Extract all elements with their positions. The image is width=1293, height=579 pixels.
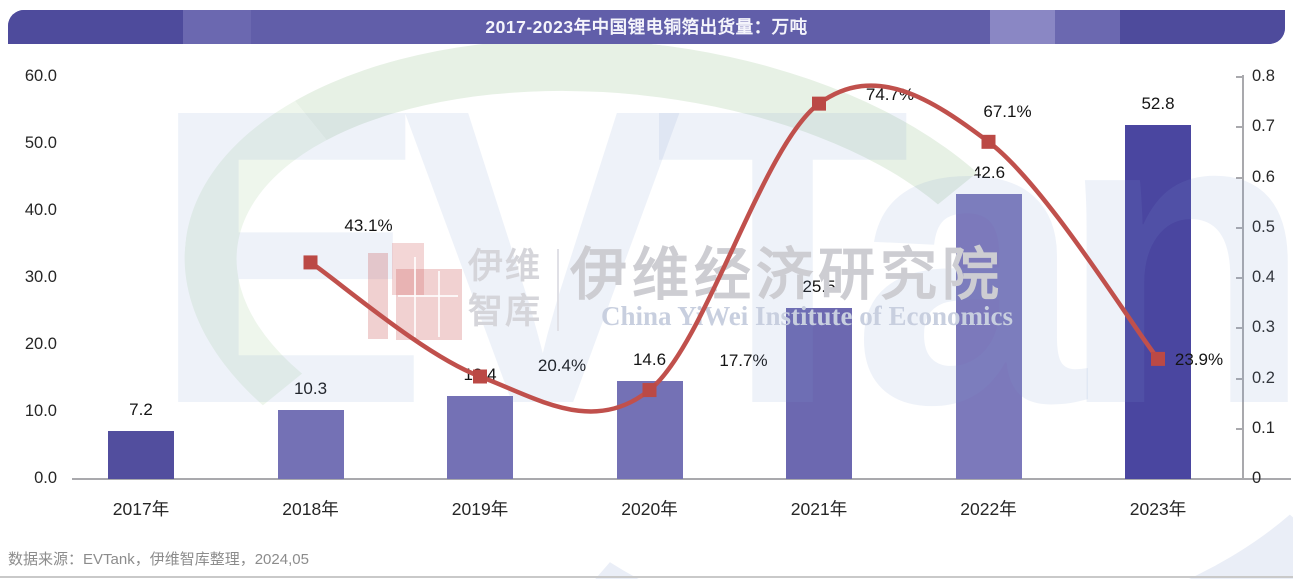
left-axis-tick-label: 50.0 <box>24 134 57 152</box>
bar-value-label: 52.8 <box>1141 94 1175 114</box>
right-axis-line <box>1242 75 1244 480</box>
right-axis-tick-mark <box>1236 327 1243 330</box>
right-axis-tick-label: 0.2 <box>1252 368 1275 387</box>
source-note: 数据来源：EVTank，伊维智库整理，2024,05 <box>8 551 309 568</box>
line-marker <box>981 134 996 149</box>
bar-value-label: 25.5 <box>802 277 836 297</box>
line-marker <box>1151 351 1165 366</box>
title-banner-segment <box>8 10 183 44</box>
x-axis-label: 2023年 <box>1129 499 1187 519</box>
line-marker <box>303 255 318 270</box>
bar-value-label: 7.2 <box>129 399 153 419</box>
bar-2018年 <box>277 409 344 479</box>
right-axis-tick-label: 0.1 <box>1252 418 1275 437</box>
left-axis-tick-label: 0.0 <box>34 469 57 487</box>
right-axis-tick-mark <box>1236 478 1243 480</box>
bar-2021年 <box>786 308 852 479</box>
left-axis-tick-label: 40.0 <box>24 201 57 219</box>
x-axis-label: 2020年 <box>621 499 678 519</box>
bar-value-label: 10.3 <box>293 378 328 398</box>
title-banner: 2017-2023年中国锂电铜箔出货量：万吨 <box>8 10 1285 44</box>
bar-2020年 <box>616 381 683 479</box>
right-axis-tick-label: 0.6 <box>1252 167 1275 186</box>
x-axis-line <box>72 478 1291 480</box>
growth-rate-label: 43.1% <box>344 216 393 236</box>
right-axis-tick-mark <box>1236 176 1243 179</box>
bar-value-label: 42.6 <box>971 162 1006 182</box>
right-axis-tick-mark <box>1236 377 1243 380</box>
right-axis-tick-mark <box>1236 277 1243 279</box>
bar-value-label: 14.6 <box>632 350 667 370</box>
right-axis-tick-label: 0.8 <box>1252 67 1275 85</box>
right-axis-tick-label: 0.7 <box>1252 117 1275 136</box>
line-marker <box>473 369 487 384</box>
growth-rate-label: 20.4% <box>537 356 587 376</box>
left-axis-tick-label: 10.0 <box>24 402 57 420</box>
right-axis-tick-mark <box>1236 226 1243 229</box>
left-axis-tick-label: 30.0 <box>24 268 57 286</box>
bar-2023年 <box>1125 125 1191 479</box>
x-axis-label: 2021年 <box>790 499 848 519</box>
chart-title: 2017-2023年中国锂电铜箔出货量：万吨 <box>485 17 808 37</box>
growth-rate-label: 67.1% <box>983 101 1032 121</box>
growth-rate-line <box>309 83 1160 414</box>
right-axis-tick-mark <box>1236 126 1243 129</box>
line-marker <box>642 383 657 398</box>
title-banner-segment <box>1120 10 1285 44</box>
growth-rate-label: 17.7% <box>719 351 768 371</box>
title-banner-segment <box>251 10 990 44</box>
bar-2017年 <box>108 430 174 479</box>
x-axis-label: 2022年 <box>960 499 1017 519</box>
right-axis-tick-mark <box>1236 427 1243 430</box>
right-axis-tick-label: 0.4 <box>1252 268 1275 286</box>
bottom-divider <box>0 576 1293 578</box>
right-axis-tick-label: 0.3 <box>1252 318 1275 337</box>
title-banner-segment <box>183 10 251 44</box>
left-axis-tick-label: 60.0 <box>24 67 57 85</box>
title-banner-segment <box>990 10 1055 44</box>
left-axis-tick-label: 20.0 <box>24 335 57 353</box>
x-axis-label: 2018年 <box>282 499 339 519</box>
right-axis-tick-label: 0 <box>1252 469 1262 487</box>
x-axis-label: 2017年 <box>112 499 170 519</box>
line-marker <box>812 96 826 111</box>
right-axis-tick-label: 0.5 <box>1252 217 1275 236</box>
bar-2019年 <box>447 395 513 479</box>
growth-rate-label: 23.9% <box>1174 349 1224 369</box>
title-banner-segment <box>1055 10 1120 44</box>
right-axis-tick-mark <box>1236 76 1243 78</box>
bar-2022年 <box>955 193 1022 479</box>
x-axis-label: 2019年 <box>451 499 509 519</box>
